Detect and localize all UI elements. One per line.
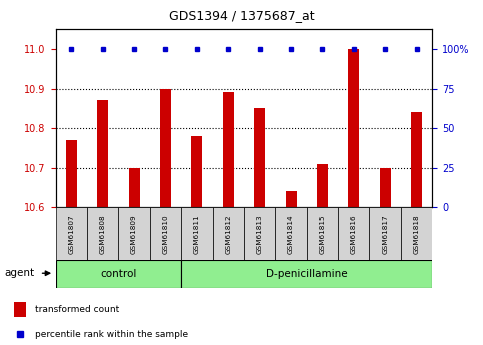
Bar [181,260,432,288]
Bar [181,207,213,260]
Text: GSM61817: GSM61817 [382,214,388,254]
Bar [380,168,391,207]
Bar [118,207,150,260]
Text: agent: agent [5,268,35,278]
Bar [14,303,26,317]
Text: GSM61811: GSM61811 [194,214,200,254]
Bar [56,260,181,288]
Bar [369,207,401,260]
Text: D-penicillamine: D-penicillamine [266,269,347,279]
Bar [348,49,359,207]
Bar [401,207,432,260]
Text: GSM61810: GSM61810 [162,214,169,254]
Text: GSM61815: GSM61815 [319,214,326,254]
Bar [317,164,328,207]
Bar [66,140,77,207]
Bar [223,92,234,207]
Text: percentile rank within the sample: percentile rank within the sample [35,330,188,339]
Text: GSM61812: GSM61812 [225,214,231,254]
Text: GSM61808: GSM61808 [99,214,106,254]
Bar [87,207,118,260]
Bar [338,207,369,260]
Text: GSM61814: GSM61814 [288,214,294,254]
Bar [307,207,338,260]
Bar [191,136,202,207]
Bar [128,168,140,207]
Text: transformed count: transformed count [35,305,119,314]
Text: GDS1394 / 1375687_at: GDS1394 / 1375687_at [169,9,314,22]
Bar [160,89,171,207]
Bar [285,191,297,207]
Text: GSM61818: GSM61818 [413,214,420,254]
Bar [411,112,422,207]
Text: GSM61813: GSM61813 [256,214,263,254]
Bar [244,207,275,260]
Bar [213,207,244,260]
Bar [275,207,307,260]
Text: GSM61807: GSM61807 [68,214,74,254]
Bar [254,108,265,207]
Text: control: control [100,269,137,279]
Bar [97,100,108,207]
Text: GSM61816: GSM61816 [351,214,357,254]
Bar [56,207,87,260]
Text: GSM61809: GSM61809 [131,214,137,254]
Bar [150,207,181,260]
